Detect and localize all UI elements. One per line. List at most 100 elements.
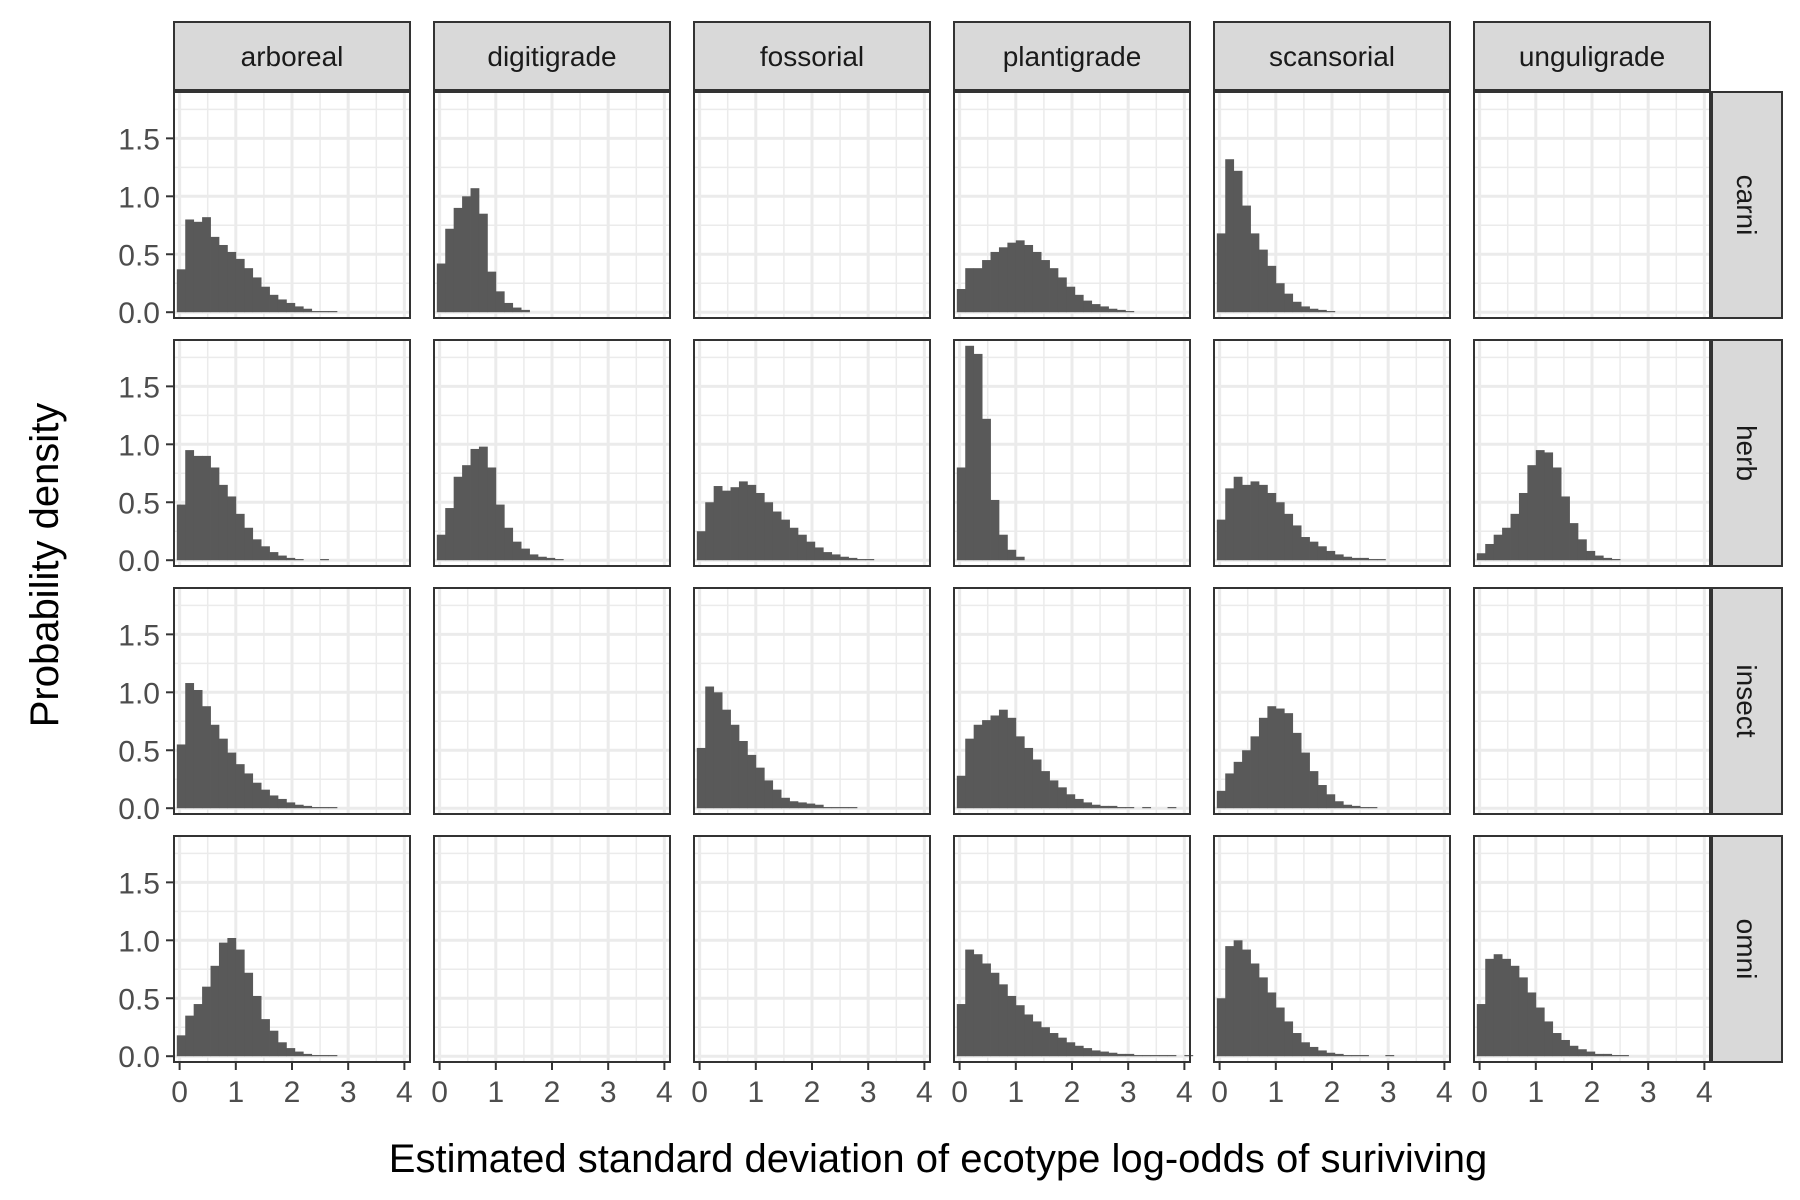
histogram-bar <box>1569 1045 1579 1057</box>
strip-background <box>1711 587 1783 815</box>
histogram-bar <box>303 308 313 313</box>
histogram-bar <box>1091 1050 1101 1057</box>
histogram-bar <box>1343 804 1353 809</box>
histogram-bar <box>218 484 228 561</box>
histogram-bar <box>1284 513 1294 561</box>
panel-carni-arboreal <box>173 91 411 319</box>
histogram-bar <box>823 552 833 561</box>
histogram-bar <box>1057 277 1067 313</box>
y-tick-label: 1.5 <box>118 867 160 900</box>
histogram-bar <box>1032 251 1042 313</box>
histogram-bar <box>1142 1055 1152 1057</box>
histogram-bar <box>1309 771 1319 809</box>
histogram-bar <box>973 954 983 1057</box>
strip-label: arboreal <box>241 41 344 72</box>
histogram-bar <box>1225 159 1235 313</box>
histogram-bar <box>1015 736 1025 809</box>
histogram-bar <box>495 291 505 313</box>
histogram-bar <box>1586 1051 1596 1057</box>
histogram-bar <box>227 752 237 809</box>
histogram-bar <box>1301 537 1310 561</box>
x-tick-label: 3 <box>1380 1076 1397 1109</box>
histogram-bar <box>1552 1033 1562 1057</box>
strip-unguligrade: unguligrade <box>1473 21 1711 91</box>
histogram-bar <box>705 502 715 561</box>
histogram-bar <box>244 527 254 561</box>
histogram-bar <box>1225 773 1235 809</box>
histogram-bar <box>772 511 782 561</box>
histogram-bar <box>462 465 471 561</box>
panel-border <box>173 587 411 815</box>
x-tick-label: 2 <box>1064 1076 1081 1109</box>
strips-layer: arboreal digitigrade fossorial plantigrade s… <box>173 21 1783 1063</box>
y-tick-label: 0.0 <box>118 1041 160 1074</box>
histogram-bar <box>1309 308 1319 313</box>
histogram-bar <box>202 217 211 313</box>
histogram-bar <box>738 481 748 561</box>
histogram-bar <box>1476 553 1486 561</box>
histogram-bar <box>1250 233 1260 313</box>
histogram-bar <box>1527 992 1537 1057</box>
histogram-bar <box>1108 308 1118 313</box>
x-tick-label: 3 <box>340 1076 357 1109</box>
histogram-bar <box>453 207 463 313</box>
histogram-bar <box>848 807 858 809</box>
histogram-bar <box>730 487 740 561</box>
histogram-bar <box>218 942 228 1057</box>
strip-background <box>953 21 1191 91</box>
x-tick-label: 4 <box>396 1076 413 1109</box>
histogram-bar <box>504 527 514 561</box>
strip-label: scansorial <box>1269 41 1395 72</box>
strip-herb: herb <box>1711 339 1783 567</box>
panel-border <box>1473 339 1711 567</box>
histogram-bar <box>1334 801 1344 809</box>
histogram-bar <box>1125 311 1135 313</box>
histogram-bar <box>286 1048 296 1057</box>
histogram-bar <box>789 527 799 561</box>
histogram-bar <box>1024 747 1034 809</box>
x-tick-label: 4 <box>1436 1076 1453 1109</box>
histogram-bar <box>781 519 790 561</box>
histogram-bar <box>1057 787 1067 809</box>
histogram-bar <box>1133 1055 1143 1057</box>
strip-background <box>1711 835 1783 1063</box>
histogram-bar <box>1317 309 1327 313</box>
histogram-bar <box>1032 1021 1042 1057</box>
histogram-bar <box>269 1030 279 1057</box>
histogram-bar <box>1510 513 1520 561</box>
histogram-bar <box>1493 954 1503 1057</box>
histogram-bar <box>470 188 480 313</box>
histogram-bar <box>1024 244 1034 313</box>
strip-omni: omni <box>1711 835 1783 1063</box>
histogram-bar <box>1125 807 1135 809</box>
histogram-bar <box>277 299 287 313</box>
panel-border <box>1473 91 1711 319</box>
histogram-bar <box>1275 283 1285 313</box>
panel-border <box>693 339 931 567</box>
y-tick-label: 1.0 <box>118 181 160 214</box>
histogram-bar <box>1167 1055 1177 1057</box>
histogram-bar <box>1334 1053 1344 1057</box>
strip-label: insect <box>1731 664 1762 737</box>
strip-background <box>1711 339 1783 567</box>
histogram-bar <box>1250 736 1260 809</box>
histogram-bar <box>1334 554 1344 561</box>
histogram-bar <box>1250 963 1260 1057</box>
histogram-bar <box>261 546 270 561</box>
histogram-bar <box>1502 958 1511 1057</box>
histogram-bar <box>1258 977 1268 1057</box>
x-tick-label: 4 <box>916 1076 933 1109</box>
histogram-bar <box>713 486 723 561</box>
histogram-bar <box>1258 249 1268 313</box>
histogram-bar <box>1309 1046 1319 1057</box>
histogram-bar <box>747 754 757 809</box>
histogram-bar <box>722 490 731 561</box>
histogram-bar <box>1267 492 1277 561</box>
histogram-bar <box>303 1053 313 1057</box>
histogram-bar <box>294 804 304 809</box>
histogram-bar <box>1100 805 1109 809</box>
panel-border <box>693 587 931 815</box>
histogram-bar <box>193 689 203 809</box>
histogram-bar <box>1326 311 1336 313</box>
